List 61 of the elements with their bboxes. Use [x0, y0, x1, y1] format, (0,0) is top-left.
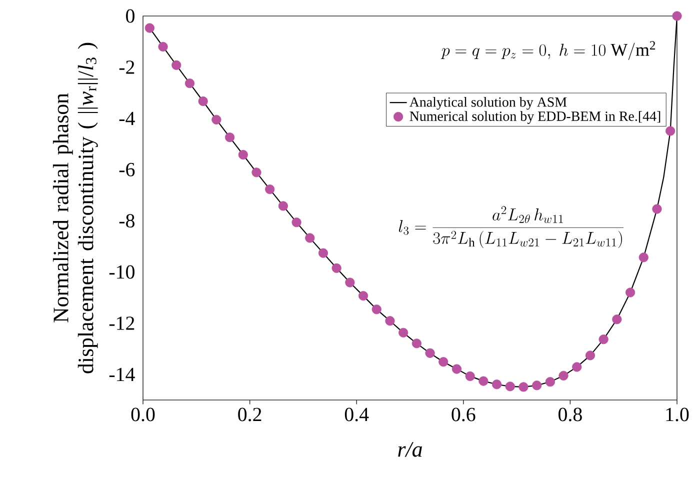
point — [625, 288, 636, 298]
point — [598, 334, 608, 344]
y-tick-label: -10 — [109, 265, 134, 279]
x-tick-label: 1.0 — [666, 408, 689, 422]
point — [198, 96, 208, 106]
point — [572, 362, 582, 372]
point — [452, 364, 462, 374]
y-tick-label: -14 — [109, 368, 135, 381]
x-tick-label: 0.0 — [131, 408, 155, 422]
y-tick-label: 0 — [126, 9, 134, 23]
point — [265, 184, 275, 194]
point — [532, 380, 542, 390]
point — [545, 377, 555, 387]
point — [585, 350, 596, 360]
x-tick-label: 0.6 — [452, 408, 476, 422]
legend-label: Analytical solution by ASM — [409, 96, 567, 110]
point — [332, 263, 342, 273]
point — [505, 382, 515, 392]
x-tick-label: 0.8 — [558, 408, 582, 422]
point — [292, 218, 302, 228]
point — [425, 348, 435, 358]
y-axis-title: Normalized radial phason displacement discontinuity ( ||w$_{r}$||/l$_{3}$ ) — [52, 42, 98, 374]
y-tick-label: -6 — [119, 162, 135, 176]
annotation: $l_3=\frac{a^2L_{2\theta}\,h_{w11}}{3\pi^2L_{\mathrm{h}}\left(L_{11}L_{w21}-L_{21}L_{w11}\right)}$ — [398, 206, 624, 248]
point — [478, 376, 488, 386]
point — [172, 60, 182, 70]
legend-label: Numerical solution by EDD-BEM in Re.[44] — [410, 111, 660, 124]
point — [672, 11, 682, 21]
point — [612, 314, 622, 324]
point — [238, 150, 248, 160]
point — [438, 357, 448, 367]
point — [518, 382, 528, 392]
point — [252, 168, 262, 178]
point — [305, 233, 315, 243]
point — [558, 370, 568, 380]
point — [385, 316, 395, 326]
annotation: $p=q=p_z=0,\ h=10\ \mathrm{W/m^2}$ — [440, 41, 656, 60]
x-tick-label: 0.2 — [238, 408, 262, 422]
point — [638, 252, 648, 262]
y-tick-label: -12 — [109, 316, 134, 330]
point — [412, 338, 422, 348]
y-tick-label: -8 — [119, 214, 134, 228]
x-axis-title: r/a — [398, 442, 422, 457]
point — [398, 328, 408, 338]
point — [652, 204, 662, 214]
point — [666, 126, 676, 136]
point — [318, 248, 328, 258]
point — [212, 114, 222, 124]
point — [144, 23, 154, 33]
y-tick-label: -2 — [119, 60, 134, 74]
point — [345, 278, 355, 288]
point — [465, 371, 475, 381]
y-tick-label: -4 — [119, 112, 135, 125]
point — [278, 201, 288, 211]
point — [492, 380, 502, 390]
point — [358, 291, 368, 301]
point — [372, 304, 382, 314]
point — [184, 78, 195, 88]
point — [158, 42, 168, 52]
x-tick-label: 0.4 — [344, 408, 369, 422]
point — [224, 132, 235, 142]
